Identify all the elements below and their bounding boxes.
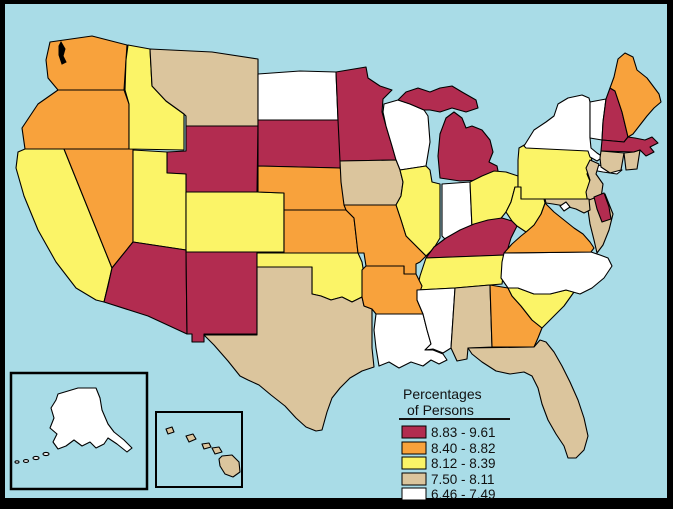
state-new-mexico[interactable] — [185, 249, 258, 343]
state-north-carolina[interactable] — [500, 251, 613, 295]
state-alaska-aleutian-island[interactable] — [22, 459, 30, 463]
legend-title-line1: Percentages — [403, 386, 482, 402]
legend-swatch-class3 — [401, 456, 427, 470]
legend: Percentages of Persons 8.83 - 9.61 8.40 … — [399, 386, 510, 502]
state-iowa[interactable] — [339, 159, 404, 206]
state-washington[interactable] — [45, 35, 128, 91]
state-kansas[interactable] — [283, 209, 359, 254]
state-kentucky[interactable] — [425, 217, 518, 259]
legend-label-class3: 8.12 - 8.39 — [431, 456, 496, 471]
state-texas[interactable] — [203, 266, 375, 432]
state-colorado[interactable] — [185, 191, 285, 253]
state-alaska-aleutian-island[interactable] — [32, 455, 40, 461]
state-michigan-upper-peninsula[interactable] — [397, 85, 479, 113]
state-district-of-columbia[interactable] — [559, 201, 571, 212]
state-north-dakota[interactable] — [257, 70, 339, 121]
legend-label-class4: 7.50 - 8.11 — [431, 472, 495, 487]
alaska-inset — [9, 371, 149, 491]
state-hawaii-molokai[interactable] — [201, 442, 212, 450]
state-pennsylvania[interactable] — [517, 143, 593, 200]
states-layer — [15, 35, 662, 459]
legend-label-class1: 8.83 - 9.61 — [431, 425, 496, 440]
state-alaska-aleutian-island[interactable] — [42, 451, 50, 457]
state-rhode-island[interactable] — [623, 149, 641, 171]
state-alaska[interactable] — [49, 387, 133, 453]
hawaii-inset — [155, 411, 243, 488]
state-hawaii-kauai[interactable] — [165, 426, 175, 435]
state-hawaii-big-island[interactable] — [218, 454, 241, 478]
state-hawaii-maui[interactable] — [211, 446, 223, 455]
state-montana[interactable] — [149, 48, 259, 127]
state-florida[interactable] — [467, 339, 589, 459]
legend-swatch-class1 — [401, 425, 427, 439]
legend-title-line2: of Persons — [407, 402, 474, 418]
puget-sound-detail-icon — [58, 40, 67, 65]
hawaii-inset-box — [155, 411, 243, 488]
state-tennessee[interactable] — [416, 254, 507, 291]
legend-swatch-class4 — [401, 472, 427, 486]
state-hawaii-oahu[interactable] — [185, 433, 197, 443]
state-south-dakota[interactable] — [257, 119, 343, 169]
legend-swatch-class2 — [401, 441, 427, 455]
alaska-inset-box — [9, 371, 149, 491]
state-maine[interactable] — [609, 52, 662, 138]
legend-swatch-class5 — [401, 487, 427, 501]
state-alaska-aleutian-island[interactable] — [14, 460, 20, 464]
legend-label-class5: 6.46 - 7.49 — [431, 487, 496, 502]
legend-label-class2: 8.40 - 8.82 — [431, 441, 496, 456]
state-delaware[interactable] — [593, 192, 612, 223]
